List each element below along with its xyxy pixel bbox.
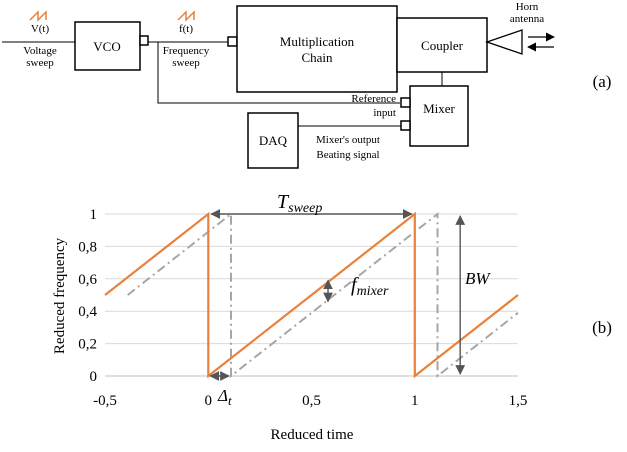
- y-axis-label: Reduced frequency: [52, 237, 68, 354]
- sweep-chart: 00,20,40,60,81-0,5 0 0,5 1 1,5 Reduced time …: [52, 191, 612, 443]
- voltage-input-label: V(t): [31, 23, 50, 35]
- horn-antenna-icon: [484, 29, 523, 55]
- reference-label-line1: Reference: [351, 93, 396, 105]
- mult-label-line1: Multiplication: [280, 34, 355, 49]
- mixer-out-port: [400, 120, 411, 131]
- emitted-frequency-line: [104, 211, 519, 379]
- mixer-block: [409, 85, 469, 147]
- series: [104, 211, 519, 379]
- antenna-label-line2: antenna: [510, 13, 544, 25]
- fmixer-label: fmixer: [351, 274, 389, 299]
- coupler-label: Coupler: [421, 38, 464, 53]
- x-tick-label: -0,5: [93, 393, 117, 409]
- x-tick-label: 0,5: [302, 393, 321, 409]
- tsweep-label: Tsweep: [277, 191, 322, 216]
- multiplication-chain-block: [236, 5, 398, 93]
- y-tick-label: 1: [90, 207, 98, 223]
- voltage-ramp-icon: [29, 10, 47, 22]
- voltage-sweep-line1: Voltage: [23, 45, 57, 57]
- vco-block: [74, 21, 141, 71]
- x-tick-label: 1,5: [509, 393, 528, 409]
- delayed-frequency-line: [127, 211, 519, 379]
- y-tick-label: 0,6: [78, 272, 97, 288]
- mult-label-line2: Chain: [301, 50, 333, 65]
- x-tick-label: 0: [205, 393, 213, 409]
- daq-label: DAQ: [259, 133, 288, 148]
- mult-port: [227, 36, 238, 47]
- y-tick-label: 0,4: [78, 304, 97, 320]
- x-tick-label: 1: [411, 393, 419, 409]
- frequency-sweep-line1: Frequency: [163, 45, 210, 57]
- vco-port: [139, 35, 149, 46]
- y-tick-label: 0,8: [78, 239, 97, 255]
- coupler-block: [396, 17, 488, 73]
- y-tick-label: 0: [90, 369, 98, 385]
- block-diagram: V(t) Voltage sweep VCO f(t) Frequency sw…: [2, 1, 612, 169]
- bw-label: BW: [465, 269, 491, 288]
- frequency-ramp-icon: [177, 10, 195, 22]
- mixer-output-label: Mixer's output: [316, 134, 380, 146]
- voltage-sweep-line2: sweep: [26, 57, 54, 69]
- annotations: [209, 209, 466, 381]
- reference-label-line2: input: [373, 107, 396, 119]
- x-axis-label: Reduced time: [271, 427, 354, 443]
- antenna-label-line1: Horn: [516, 1, 539, 13]
- grid: [105, 213, 518, 345]
- panel-b-label: (b): [592, 318, 612, 337]
- tick-labels: 0 0,2 0,4 0,6 0,8 1 -0,5 0 0,5 1 1,5: [78, 207, 527, 409]
- beating-signal-label: Beating signal: [316, 149, 379, 161]
- frequency-label: f(t): [179, 23, 193, 35]
- mixer-label: Mixer: [423, 101, 455, 116]
- daq-block: [247, 112, 299, 169]
- frequency-sweep-line2: sweep: [172, 57, 200, 69]
- panel-a-label: (a): [593, 72, 612, 91]
- vco-label: VCO: [93, 39, 120, 54]
- reference-wire: [157, 42, 400, 104]
- delta-t-label: Δt: [217, 386, 232, 408]
- mixer-ref-port: [400, 97, 411, 108]
- y-tick-label: 0,2: [78, 337, 97, 353]
